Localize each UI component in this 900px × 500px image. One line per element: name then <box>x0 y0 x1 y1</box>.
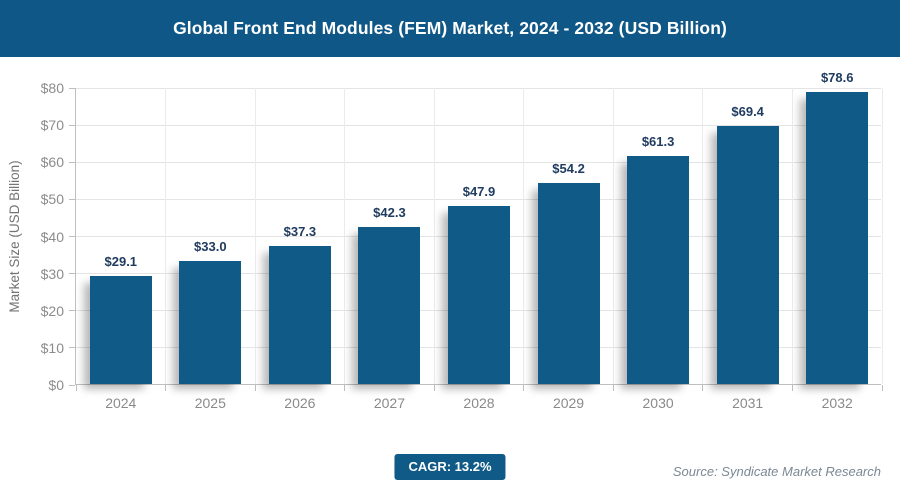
y-axis-tick-label: $80 <box>40 80 64 96</box>
y-axis-tick <box>69 161 75 163</box>
gridline-vertical <box>881 88 883 384</box>
y-axis-tick-label: $20 <box>40 302 64 319</box>
bar-slot-2025: $33.0 2025 <box>166 88 256 411</box>
bar-value-label: $54.2 <box>552 161 585 176</box>
y-axis-tick <box>69 198 75 200</box>
cagr-badge: CAGR: 13.2% <box>394 454 506 480</box>
y-axis-tick-label: $40 <box>40 228 64 245</box>
gridline-vertical <box>702 88 704 384</box>
source-credit: Source: Syndicate Market Research <box>672 464 881 479</box>
y-axis-tick-label: $10 <box>40 339 64 356</box>
x-axis-tick <box>612 385 614 391</box>
bar-2025 <box>179 261 242 384</box>
y-axis-tick-label: $50 <box>40 191 64 208</box>
x-axis-tick-label: 2030 <box>642 395 674 411</box>
bar-2032 <box>806 92 869 384</box>
x-axis-tick <box>791 385 793 391</box>
x-axis-tick-label: 2029 <box>552 395 585 411</box>
bar-value-label: $69.4 <box>731 104 764 119</box>
bar-value-label: $29.1 <box>104 254 138 269</box>
bar-2027 <box>358 227 421 384</box>
x-axis-tick <box>881 385 883 391</box>
y-axis-tick <box>69 310 75 312</box>
bar-2030 <box>627 156 690 384</box>
bar-2028 <box>447 206 510 384</box>
gridline-vertical <box>344 88 346 384</box>
gridline-vertical <box>433 88 435 384</box>
x-axis-tick-label: 2024 <box>105 395 137 411</box>
x-axis-tick <box>75 385 77 391</box>
y-axis-tick <box>69 273 75 275</box>
bar-value-label: $37.3 <box>283 224 317 239</box>
y-axis-tick-label: $30 <box>40 265 64 282</box>
gridline-vertical <box>791 88 793 384</box>
y-axis-tick <box>69 87 75 89</box>
y-axis-tick <box>69 236 75 237</box>
x-axis-tick <box>523 385 525 391</box>
bar-2029 <box>537 183 600 384</box>
y-axis-tick <box>69 347 75 349</box>
bar-slot-2026: $37.3 2026 <box>255 88 345 411</box>
x-axis-tick <box>254 385 256 391</box>
y-axis-tick <box>69 124 75 126</box>
bar-2024 <box>89 276 152 384</box>
x-axis-tick-label: 2025 <box>194 395 226 411</box>
bar-value-label: $61.3 <box>641 134 675 149</box>
x-axis-tick-label: 2028 <box>463 395 495 411</box>
bar-2031 <box>716 126 779 384</box>
y-axis-tick <box>69 384 75 386</box>
gridline-horizontal <box>76 124 881 126</box>
bar-value-label: $42.3 <box>373 205 406 220</box>
y-axis-tick-label: $60 <box>40 154 64 171</box>
x-axis-tick <box>165 385 167 391</box>
bar-slot-2027: $42.3 2027 <box>345 88 435 411</box>
chart-title: Global Front End Modules (FEM) Market, 2… <box>173 18 727 38</box>
bar-chart: Market Size (USD Billion) $29.1 2024 $33.0… <box>0 57 900 427</box>
x-axis-tick <box>702 385 704 391</box>
x-axis-tick <box>433 385 435 391</box>
bar-slot-2028: $47.9 2028 <box>434 88 524 411</box>
plot-area: $29.1 2024 $33.0 2025 $37.3 2026 $42.3 2027 $47.… <box>69 70 883 411</box>
bar-value-label: $47.9 <box>462 184 496 199</box>
x-axis-tick <box>344 385 346 391</box>
x-axis-tick-label: 2032 <box>821 395 853 411</box>
bar-slot-2031: $69.4 2031 <box>703 88 793 411</box>
x-axis-tick-label: 2026 <box>284 395 316 411</box>
bar-value-label: $78.6 <box>820 70 854 85</box>
gridline-vertical <box>254 88 256 384</box>
bar-2026 <box>268 246 331 384</box>
gridline-horizontal <box>76 87 881 89</box>
bar-value-label: $33.0 <box>194 239 227 254</box>
y-axis-tick-label: $0 <box>48 377 64 393</box>
bar-slot-2032: $78.6 2032 <box>792 70 882 411</box>
bar-slot-2024: $29.1 2024 <box>76 88 166 411</box>
y-axis-tick-label: $70 <box>40 117 64 134</box>
x-axis-tick-label: 2031 <box>732 395 764 411</box>
title-bar: Global Front End Modules (FEM) Market, 2… <box>0 0 900 57</box>
gridline-vertical <box>612 88 614 384</box>
gridline-vertical <box>523 88 525 384</box>
x-axis-tick-label: 2027 <box>373 395 405 411</box>
gridline-horizontal <box>76 161 881 163</box>
gridline-horizontal <box>76 198 881 200</box>
bar-slot-2029: $54.2 2029 <box>524 88 614 411</box>
gridline-vertical <box>165 88 167 384</box>
bar-slot-2030: $61.3 2030 <box>613 88 703 411</box>
